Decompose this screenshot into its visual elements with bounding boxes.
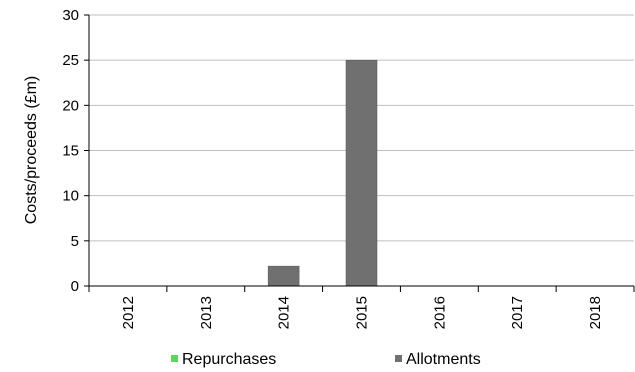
y-tick-label: 0: [71, 278, 79, 295]
axes: [84, 14, 635, 292]
legend-swatch-repurchases: [171, 355, 178, 362]
legend: Repurchases Allotments: [171, 351, 481, 368]
bars: [267, 59, 378, 287]
x-tick-label: 2012: [120, 296, 137, 329]
x-tick-label: 2017: [509, 296, 526, 329]
legend-label-allotments: Allotments: [406, 351, 481, 368]
x-tick-label: 2016: [431, 296, 448, 329]
y-tick-label: 15: [62, 143, 79, 160]
x-tick-labels: 2012 2013 2014 2015 2016 2017 2018: [120, 296, 604, 329]
legend-swatch-allotments: [395, 355, 402, 362]
bar-allotments-2015: [345, 59, 378, 287]
y-tick-label: 30: [62, 7, 79, 24]
y-tick-label: 20: [62, 97, 79, 114]
x-tick-label: 2013: [198, 296, 215, 329]
bar-allotments-2014: [267, 265, 300, 287]
y-tick-label: 10: [62, 188, 79, 205]
legend-label-repurchases: Repurchases: [182, 351, 276, 368]
y-tick-labels: 0 5 10 15 20 25 30: [62, 7, 79, 295]
y-axis-title: Costs/proceeds (£m): [23, 76, 40, 225]
y-tick-label: 25: [62, 52, 79, 69]
y-tick-label: 5: [71, 233, 79, 250]
x-tick-label: 2015: [354, 296, 371, 329]
x-tick-label: 2018: [587, 296, 604, 329]
x-tick-label: 2014: [276, 296, 293, 329]
